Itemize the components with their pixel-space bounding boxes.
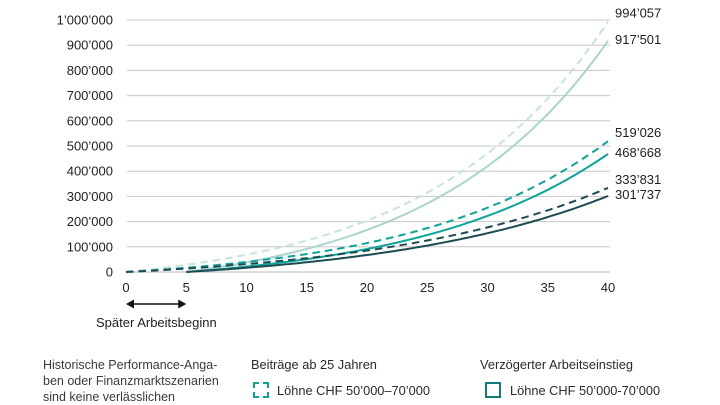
y-axis-tick-label: 100’000 xyxy=(67,239,113,254)
legend-group-contributions: Beiträge ab 25 Jahren Löhne CHF 50’000–7… xyxy=(251,357,430,398)
y-axis-tick-label: 500’000 xyxy=(67,139,113,154)
solid-line-swatch-icon xyxy=(485,382,501,398)
disclaimer-line: sind keine verlässlichen xyxy=(43,390,176,404)
disclaimer-line: Historische Performance-Anga- xyxy=(43,358,218,372)
disclaimer-line: ben oder Finanzmarktszenarien xyxy=(43,374,219,388)
x-axis-tick-label: 5 xyxy=(183,280,190,295)
series-line-contributions-from-25-mid xyxy=(125,140,609,273)
y-axis-tick-label: 1’000’000 xyxy=(57,13,113,28)
legend-group-title: Beiträge ab 25 Jahren xyxy=(251,357,377,372)
y-axis-tick-label: 300’000 xyxy=(67,189,113,204)
series-end-value-label: 468’668 xyxy=(615,145,661,160)
x-axis-tick-label: 35 xyxy=(541,280,555,295)
y-axis-tick-label: 200’000 xyxy=(67,214,113,229)
series-end-value-label: 994’057 xyxy=(615,5,661,20)
x-axis-tick-label: 25 xyxy=(420,280,434,295)
series-line-contributions-from-25-low xyxy=(125,186,609,273)
series-line-contributions-from-25-high xyxy=(125,20,609,273)
series-end-value-label: 917’501 xyxy=(615,32,661,47)
series-end-value-label: 301’737 xyxy=(615,187,661,202)
x-axis-tick-label: 10 xyxy=(239,280,253,295)
arrow-head-right-icon xyxy=(178,299,187,309)
legend-entry: Löhne CHF 50’000-70’000 xyxy=(480,382,660,398)
annotation-label: Später Arbeitsbeginn xyxy=(96,315,217,330)
series-line-delayed-entry-mid xyxy=(186,153,609,273)
x-axis-tick-label: 30 xyxy=(480,280,494,295)
series-line-delayed-entry-low xyxy=(186,195,609,273)
series-end-value-label: 333’831 xyxy=(615,172,661,187)
y-axis-tick-label: 400’000 xyxy=(67,164,113,179)
y-axis-tick-label: 800’000 xyxy=(67,63,113,78)
savings-projection-chart: 0 100’000 200’000 300’000 400’000 500’000 600’… xyxy=(57,5,662,330)
x-axis-tick-label: 15 xyxy=(300,280,314,295)
y-axis-tick-label: 0 xyxy=(106,265,113,280)
y-axis-tick-label: 600’000 xyxy=(67,113,113,128)
chart-svg: 0 100’000 200’000 300’000 400’000 500’000 600’… xyxy=(57,5,662,330)
legend-group-delayed-entry: Verzögerter Arbeitseinstieg Löhne CHF 50… xyxy=(480,357,660,398)
legend-entry-label: Löhne CHF 50’000–70’000 xyxy=(277,382,430,398)
dashed-line-swatch-icon xyxy=(253,382,269,398)
y-axis-tick-label: 900’000 xyxy=(67,38,113,53)
legend-disclaimer: Historische Performance-Anga- ben oder F… xyxy=(43,357,268,405)
x-axis-tick-label: 20 xyxy=(360,280,374,295)
series-end-value-label: 519’026 xyxy=(615,125,661,140)
x-axis-tick-label: 40 xyxy=(601,280,615,295)
arrow-head-left-icon xyxy=(126,299,134,309)
legend-entry-label: Löhne CHF 50’000-70’000 xyxy=(510,382,661,398)
y-axis-tick-label: 700’000 xyxy=(67,88,113,103)
series-line-delayed-entry-high xyxy=(186,40,609,273)
legend-group-title: Verzögerter Arbeitseinstieg xyxy=(480,357,633,372)
legend-entry: Löhne CHF 50’000–70’000 xyxy=(251,382,430,398)
x-axis-tick-label: 0 xyxy=(122,280,129,295)
